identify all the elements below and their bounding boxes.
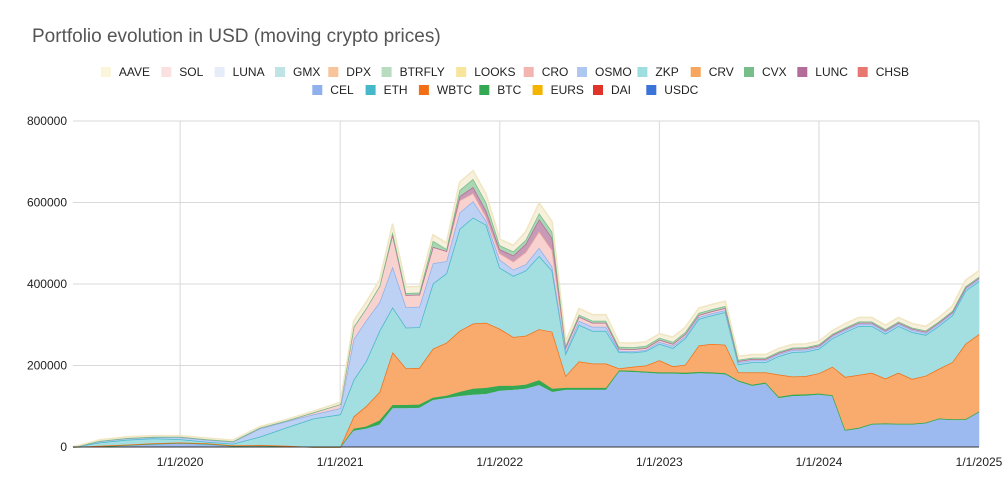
legend-item-gmx: GMX (275, 65, 320, 79)
legend-label: LUNC (815, 65, 848, 79)
y-tick-label: 400000 (27, 277, 67, 291)
legend-swatch (214, 67, 225, 77)
x-tick-label: 1/1/2024 (796, 455, 843, 469)
legend-label: SOL (179, 65, 203, 79)
legend-label: CHSB (876, 65, 909, 79)
legend-label: OSMO (595, 65, 632, 79)
legend-item-btrfly: BTRFLY (381, 65, 445, 79)
legend-item-lunc: LUNC (797, 65, 848, 79)
legend-swatch (275, 67, 285, 77)
legend-swatch (381, 67, 392, 77)
legend-item-dpx: DPX (328, 65, 371, 79)
legend-label: BTC (497, 83, 521, 97)
legend-item-looks: LOOKS (456, 65, 516, 79)
legend-item-cro: CRO (523, 65, 569, 79)
legend-item-btc: BTC (479, 83, 522, 97)
legend-swatch (100, 67, 111, 77)
legend-swatch (690, 67, 701, 77)
y-tick-label: 200000 (27, 359, 67, 373)
legend-label: DPX (346, 65, 371, 79)
legend-swatch (328, 67, 339, 77)
legend-swatch (418, 85, 429, 95)
stacked-areas (72, 169, 980, 448)
area-cel (73, 371, 979, 447)
legend-label: BTRFLY (400, 65, 445, 79)
legend-label: EURS (551, 83, 584, 97)
area-crv (73, 322, 979, 447)
legend-label: CEL (330, 83, 354, 97)
y-tick-label: 800000 (27, 114, 67, 128)
legend-item-dai: DAI (593, 83, 631, 97)
x-tick-label: 1/1/2023 (636, 455, 683, 469)
legend-label: ETH (384, 83, 408, 97)
legend-label: GMX (293, 65, 320, 79)
legend-label: CRO (542, 65, 569, 79)
x-tick-label: 1/1/2020 (157, 455, 204, 469)
legend-label: WBTC (437, 83, 473, 97)
legend-swatch (161, 67, 172, 77)
area-eth (73, 217, 979, 447)
legend-label: LUNA (233, 65, 265, 79)
legend-item-luna: LUNA (214, 65, 265, 79)
legend-item-cvx: CVX (744, 65, 787, 79)
legend-swatch (523, 67, 534, 77)
legend-item-osmo: OSMO (577, 65, 632, 79)
legend-item-aave: AAVE (100, 65, 150, 79)
x-tick-label: 1/1/2025 (956, 455, 1003, 469)
legend-swatch (365, 85, 376, 95)
legend-item-wbtc: WBTC (418, 83, 473, 97)
legend-swatch (479, 85, 490, 95)
legend-swatch (797, 67, 808, 77)
legend-item-chsb: CHSB (857, 65, 909, 79)
legend-swatch (637, 67, 648, 77)
legend-item-usdc: USDC (646, 83, 699, 97)
legend-item-sol: SOL (161, 65, 204, 79)
legend-item-eurs: EURS (532, 83, 584, 97)
legend-swatch (456, 67, 467, 77)
x-tick-label: 1/1/2021 (317, 455, 364, 469)
x-tick-label: 1/1/2022 (476, 455, 523, 469)
area-btc (73, 370, 979, 447)
legend-swatch (532, 85, 543, 95)
legend-item-crv: CRV (690, 65, 734, 79)
legend-item-eth: ETH (365, 83, 408, 97)
legend-swatch (593, 85, 603, 95)
legend-label: LOOKS (474, 65, 515, 79)
legend-label: USDC (664, 83, 698, 97)
legend-label: ZKP (655, 65, 678, 79)
legend-swatch (646, 85, 657, 95)
line-light (72, 169, 980, 448)
legend: AAVE SOL LUNA GMX DPX BTRFLY LOOKS CRO OSMO ZKP CR… (100, 65, 909, 97)
legend-swatch (744, 67, 754, 77)
legend-item-zkp: ZKP (637, 65, 679, 79)
legend-label: CRV (709, 65, 734, 79)
legend-label: AAVE (119, 65, 150, 79)
legend-swatch (577, 67, 587, 77)
legend-item-cel: CEL (312, 83, 354, 97)
legend-swatch (312, 85, 323, 95)
axes: 0 200000 400000 600000 800000 1/1/2020 1/1/202… (27, 114, 1003, 469)
y-tick-label: 600000 (27, 196, 67, 210)
legend-label: DAI (611, 83, 631, 97)
legend-label: CVX (762, 65, 787, 79)
chart-title: Portfolio evolution in USD (moving crypt… (32, 26, 441, 47)
y-tick-label: 0 (60, 440, 67, 454)
legend-swatch (857, 67, 868, 77)
